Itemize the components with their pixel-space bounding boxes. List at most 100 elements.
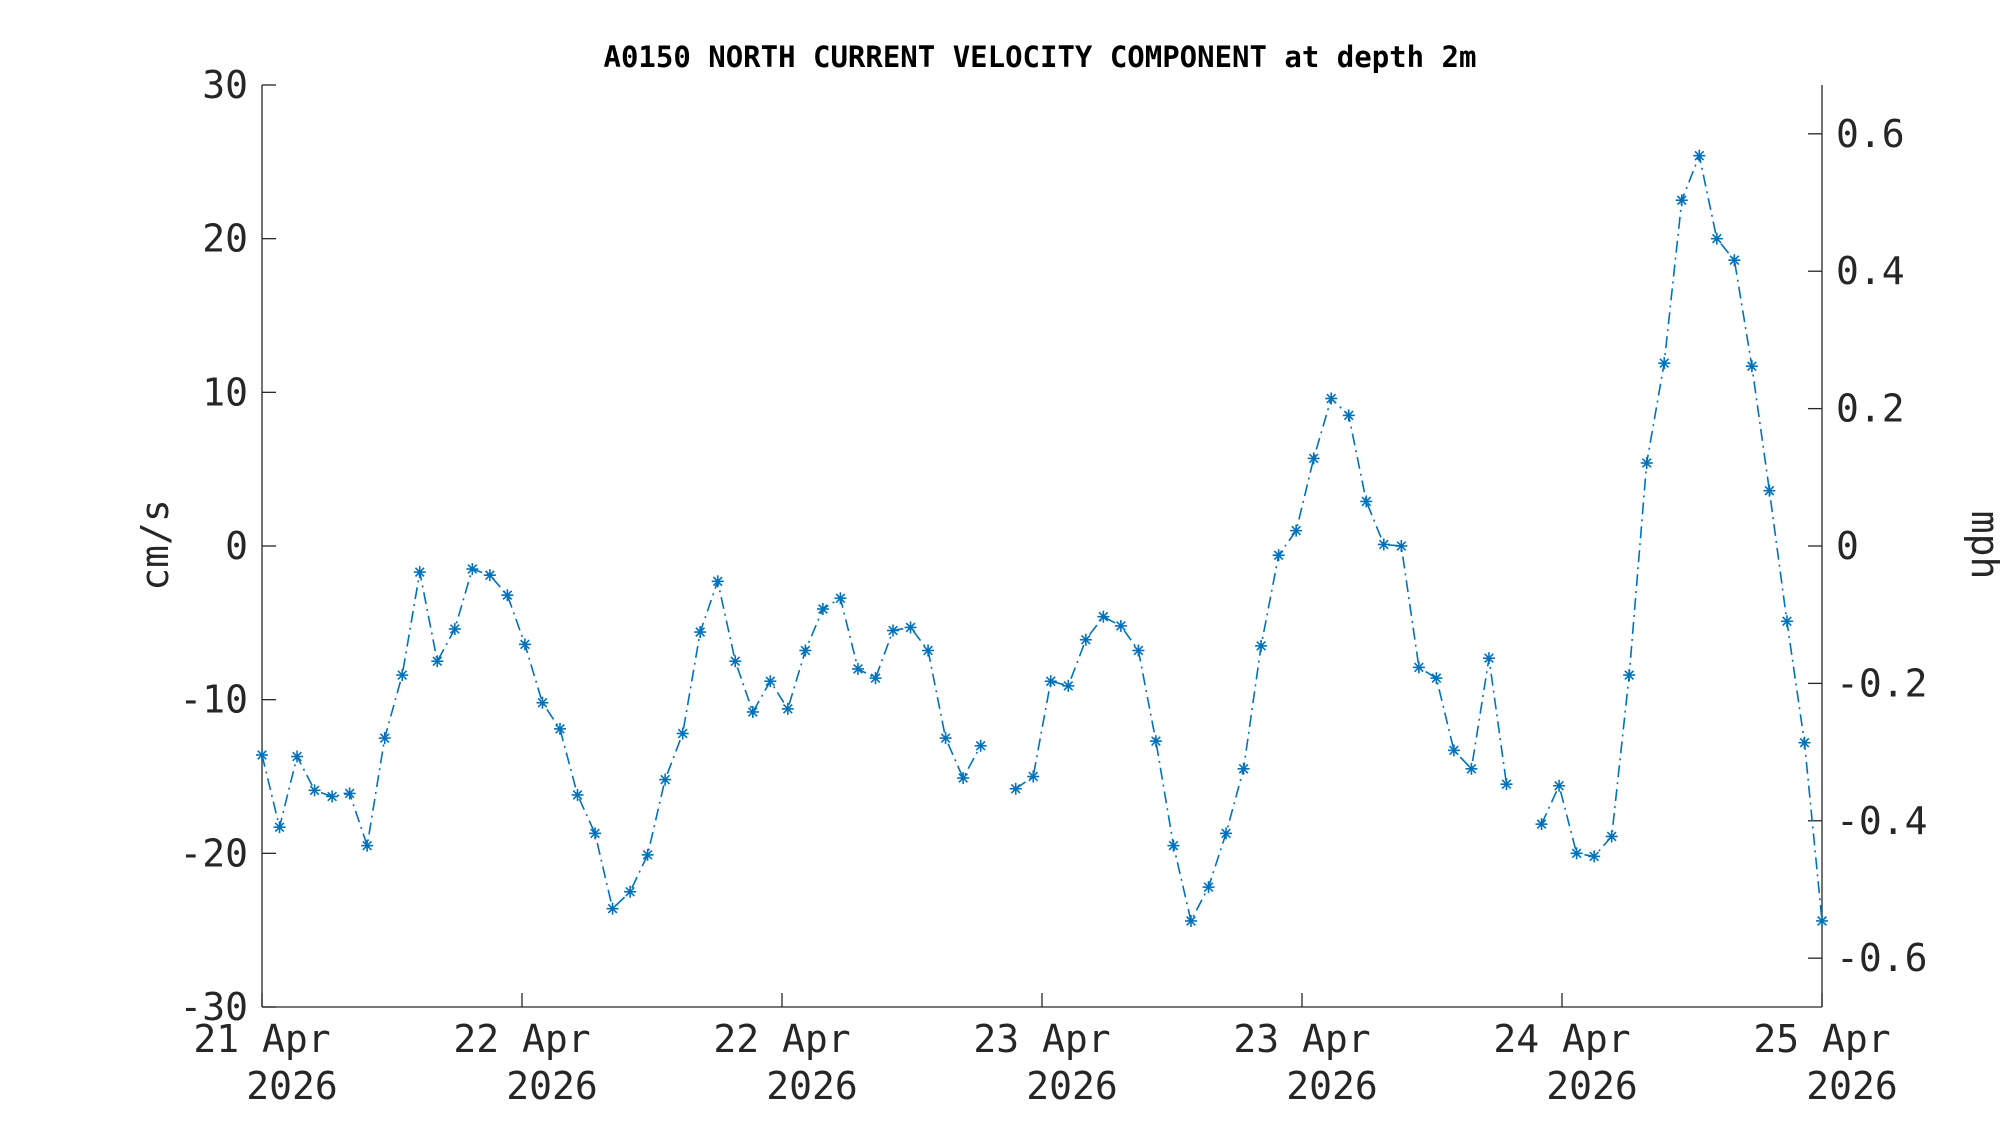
data-point bbox=[1623, 669, 1636, 682]
data-point bbox=[1728, 254, 1741, 267]
y-tick-label: -20 bbox=[179, 831, 248, 875]
data-point bbox=[957, 772, 970, 785]
data-point bbox=[746, 705, 759, 718]
data-point bbox=[1272, 549, 1285, 562]
data-point bbox=[361, 839, 374, 852]
x-tick-label-year: 2026 bbox=[1806, 1064, 1898, 1108]
data-point bbox=[1763, 484, 1776, 497]
data-point bbox=[1377, 538, 1390, 551]
chart-title: A0150 NORTH CURRENT VELOCITY COMPONENT a… bbox=[604, 40, 1477, 74]
right-y-tick-label: 0 bbox=[1836, 524, 1859, 568]
data-point bbox=[1412, 661, 1425, 674]
right-y-tick-label: 0.4 bbox=[1836, 249, 1905, 293]
x-tick-label-day: 23 Apr bbox=[973, 1017, 1110, 1061]
data-point bbox=[834, 592, 847, 605]
data-point bbox=[1079, 633, 1092, 646]
y-tick-label: 10 bbox=[202, 370, 248, 414]
x-tick-label-year: 2026 bbox=[246, 1064, 338, 1108]
data-point bbox=[1798, 736, 1811, 749]
x-tick-label-day: 24 Apr bbox=[1493, 1017, 1630, 1061]
data-point bbox=[1640, 457, 1653, 470]
data-point bbox=[676, 727, 689, 740]
y-tick-label: -10 bbox=[179, 678, 248, 722]
data-point bbox=[1114, 619, 1127, 632]
data-point bbox=[904, 621, 917, 634]
x-tick-label-day: 22 Apr bbox=[713, 1017, 850, 1061]
data-point bbox=[1816, 914, 1828, 927]
data-point bbox=[518, 638, 531, 651]
data-point bbox=[1027, 770, 1040, 783]
data-point bbox=[466, 563, 479, 576]
right-y-tick-label: -0.6 bbox=[1836, 936, 1928, 980]
data-point bbox=[1342, 409, 1355, 422]
right-y-tick-label: 0.2 bbox=[1836, 387, 1905, 431]
x-tick-label-day: 21 Apr bbox=[193, 1017, 330, 1061]
data-point bbox=[764, 675, 777, 688]
right-y-axis-label: mph bbox=[1963, 511, 2000, 580]
y-axis-label: cm/s bbox=[133, 499, 177, 591]
data-point bbox=[553, 722, 566, 735]
x-tick-label-year: 2026 bbox=[1546, 1064, 1638, 1108]
x-tick-label-year: 2026 bbox=[506, 1064, 598, 1108]
data-point bbox=[1535, 818, 1548, 831]
x-tick-label-year: 2026 bbox=[1026, 1064, 1118, 1108]
plot-area bbox=[256, 149, 1828, 927]
data-point bbox=[1202, 881, 1215, 894]
x-tick-label-day: 23 Apr bbox=[1233, 1017, 1370, 1061]
data-point bbox=[1360, 495, 1373, 508]
data-point bbox=[589, 827, 602, 840]
data-point bbox=[606, 902, 619, 915]
data-point bbox=[1395, 540, 1408, 552]
data-point bbox=[781, 702, 794, 715]
data-point bbox=[1184, 914, 1197, 927]
data-point bbox=[799, 644, 812, 657]
y-tick-label: 20 bbox=[202, 217, 248, 261]
data-point bbox=[922, 644, 935, 657]
data-point bbox=[1465, 762, 1478, 775]
data-point bbox=[624, 885, 637, 898]
data-point bbox=[1255, 639, 1268, 652]
data-point bbox=[659, 773, 672, 786]
data-point bbox=[308, 784, 321, 797]
data-point bbox=[887, 624, 900, 637]
data-point bbox=[1167, 839, 1180, 852]
data-point bbox=[1132, 644, 1145, 657]
data-point bbox=[1745, 360, 1758, 373]
data-point bbox=[711, 575, 724, 588]
x-tick-label-year: 2026 bbox=[766, 1064, 858, 1108]
data-point bbox=[1447, 744, 1460, 757]
axes: 30 20 10 0 -10 -20 -30 0.6 0.4 0.2 0 -0.2 -0.4 -0.6 21… bbox=[179, 63, 1927, 1108]
series-line bbox=[1540, 152, 1823, 921]
data-point bbox=[256, 748, 268, 761]
right-y-tick-label: -0.2 bbox=[1836, 661, 1928, 705]
y-tick-label: -30 bbox=[179, 985, 248, 1029]
x-tick-label-day: 22 Apr bbox=[453, 1017, 590, 1061]
data-point bbox=[1290, 524, 1303, 537]
data-point bbox=[1325, 392, 1338, 405]
data-point bbox=[1780, 615, 1793, 628]
data-point bbox=[1009, 782, 1022, 795]
x-tick-label-day: 25 Apr bbox=[1753, 1017, 1890, 1061]
data-point bbox=[536, 696, 549, 709]
x-tick-label-year: 2026 bbox=[1286, 1064, 1378, 1108]
data-point bbox=[571, 788, 584, 801]
data-point bbox=[1710, 232, 1723, 245]
data-point bbox=[694, 626, 707, 639]
data-point bbox=[1062, 679, 1075, 692]
data-point bbox=[1570, 847, 1583, 860]
data-point bbox=[1149, 735, 1162, 748]
right-y-tick-label: 0.6 bbox=[1836, 112, 1905, 156]
data-point bbox=[413, 566, 426, 579]
data-point bbox=[378, 732, 391, 745]
data-point bbox=[1605, 830, 1618, 843]
data-point bbox=[1220, 827, 1233, 840]
y-tick-label: 0 bbox=[225, 524, 248, 568]
y-tick-label: 30 bbox=[202, 63, 248, 107]
data-point bbox=[1500, 778, 1513, 791]
data-point bbox=[1482, 652, 1495, 665]
data-point bbox=[1430, 672, 1443, 685]
data-point bbox=[1307, 452, 1320, 465]
data-point bbox=[1588, 850, 1601, 863]
right-y-tick-label: -0.4 bbox=[1836, 799, 1928, 843]
data-point bbox=[1693, 149, 1706, 162]
